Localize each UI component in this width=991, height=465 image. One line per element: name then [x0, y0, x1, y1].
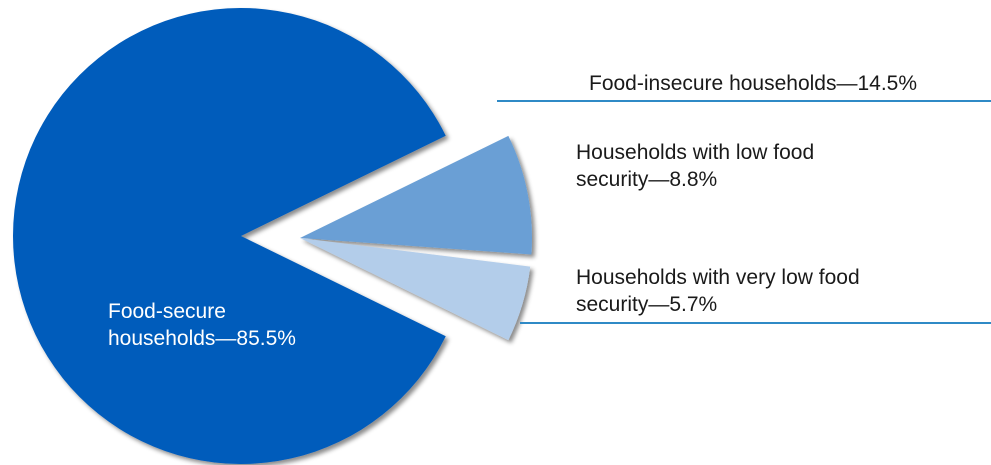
- group-leader-top: [497, 100, 991, 102]
- slice-food-secure: [13, 7, 446, 464]
- slice-label-very-low: Households with very low food security—5…: [576, 264, 860, 318]
- slice-low-food-security: [300, 135, 532, 255]
- slice-label-very-low-line2: security—5.7%: [576, 293, 718, 316]
- group-leader-bottom: [520, 322, 991, 324]
- slice-label-very-low-line1: Households with very low food: [576, 266, 860, 289]
- slice-label-low-line2: security—8.8%: [576, 168, 718, 191]
- slice-label-low-line1: Households with low food: [576, 141, 815, 164]
- slice-label-low: Households with low food security—8.8%: [576, 139, 814, 193]
- slice-very-low-food-security: [300, 238, 531, 341]
- group-label-food-insecure: Food-insecure households—14.5%: [589, 72, 918, 95]
- slice-label-food-secure: Food-secure households—85.5%: [108, 298, 296, 352]
- slice-label-food-secure-line1: Food-secure: [108, 300, 226, 323]
- slice-label-food-secure-line2: households—85.5%: [108, 327, 296, 350]
